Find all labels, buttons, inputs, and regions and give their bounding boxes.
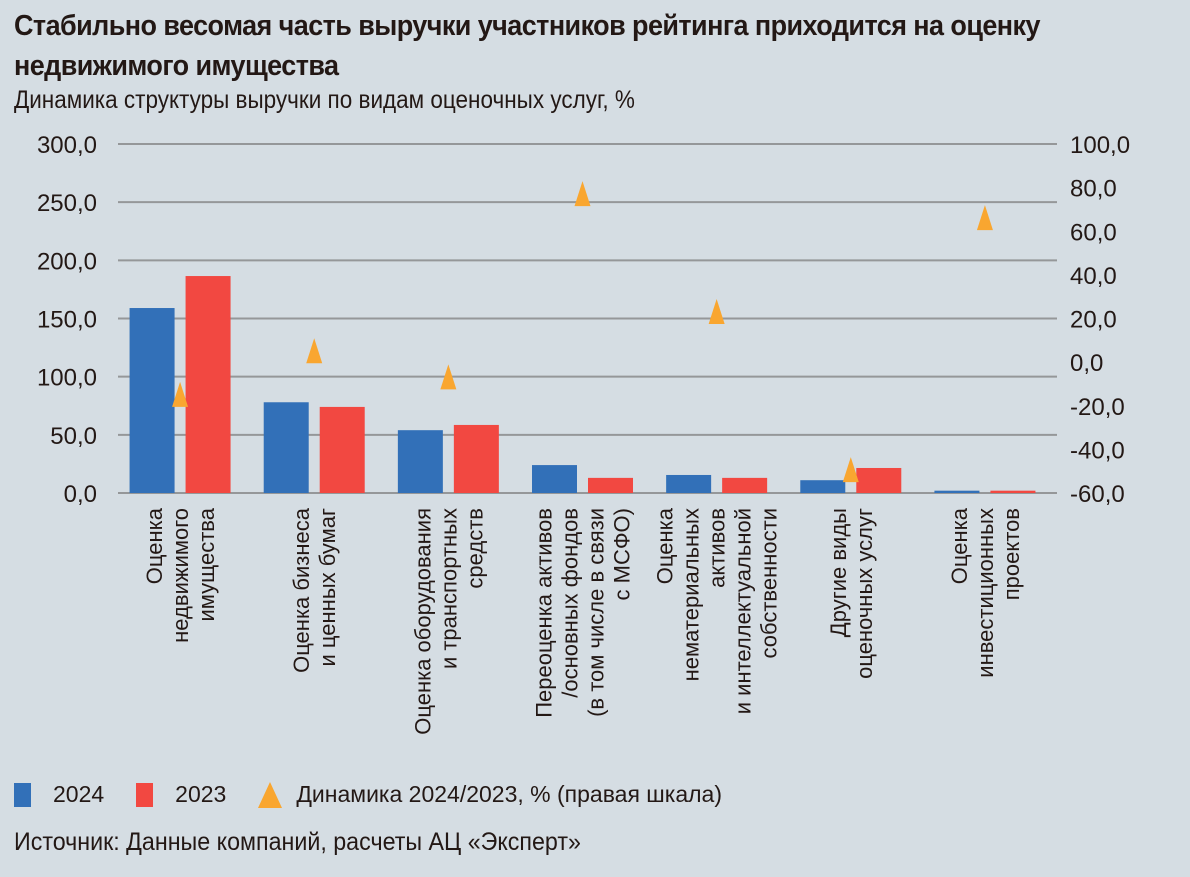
left-axis-tick-label: 200,0 (37, 248, 97, 275)
dynamics-marker (306, 338, 323, 364)
bar-2024 (934, 490, 980, 493)
bar-2023 (185, 276, 231, 493)
left-axis-tick-label: 0,0 (64, 481, 97, 508)
right-axis-tick-label: 80,0 (1070, 176, 1117, 203)
category-label: Оценканематериальныхактивови интеллектуа… (653, 507, 782, 714)
bar-2024 (263, 402, 309, 493)
legend-label-dynamics: Динамика 2024/2023, % (правая шкала) (296, 781, 722, 807)
dynamics-marker (172, 381, 189, 407)
bar-2024 (532, 465, 577, 493)
bar-2024 (800, 480, 846, 493)
legend-triangle-icon (258, 781, 283, 808)
bar-2023 (990, 490, 1036, 493)
right-axis-tick-label: 100,0 (1070, 132, 1130, 159)
right-axis-tick-label: 20,0 (1070, 307, 1117, 334)
legend-swatch-2024 (14, 782, 31, 807)
left-axis-tick-label: 150,0 (37, 307, 97, 334)
bar-2023 (319, 406, 365, 493)
category-label: Переоценка активов/основных фондов(в том… (532, 508, 635, 718)
right-axis-tick-label: 60,0 (1070, 219, 1117, 246)
chart-subtitle: Динамика структуры выручки по видам оцен… (14, 86, 635, 114)
dynamics-marker (976, 205, 993, 231)
bar-2023 (722, 477, 768, 493)
dynamics-marker (574, 181, 591, 207)
bar-2024 (666, 474, 712, 493)
legend-label-2023: 2023 (175, 781, 227, 807)
right-axis-tick-label: -20,0 (1070, 394, 1125, 421)
right-axis-tick-label: -60,0 (1070, 481, 1125, 508)
left-axis-tick-label: 100,0 (37, 365, 97, 392)
chart-title: Стабильно весомая часть выручки участник… (14, 10, 1040, 82)
legend-label-2024: 2024 (53, 781, 105, 807)
category-label: Другие видыоценочных услуг (826, 508, 877, 679)
dynamics-marker (440, 364, 457, 390)
bar-2024 (397, 430, 443, 493)
bar-2023 (856, 467, 902, 493)
dynamics-marker (708, 298, 725, 324)
right-axis-tick-label: -40,0 (1070, 437, 1125, 464)
right-axis-tick-label: 0,0 (1070, 350, 1103, 377)
category-label: Оценканедвижимогоимущества (142, 507, 219, 643)
left-axis-tick-label: 250,0 (37, 190, 97, 217)
legend: 2024 2023 Динамика 2024/2023, % (правая … (14, 781, 754, 808)
dynamics-marker (842, 457, 859, 483)
category-label: Оценка оборудованияи транспортныхсредств (410, 508, 487, 735)
bar-2024 (129, 308, 175, 493)
left-axis-tick-label: 300,0 (37, 132, 97, 159)
right-axis-tick-label: 40,0 (1070, 263, 1117, 290)
category-label: Оценкаинвестиционныхпроектов (947, 507, 1024, 677)
bar-2023 (588, 477, 633, 493)
category-label: Оценка бизнесаи ценных бумаг (289, 507, 340, 673)
legend-swatch-2023 (136, 782, 154, 807)
bar-2023 (453, 424, 499, 493)
left-axis-tick-label: 50,0 (50, 423, 97, 450)
source-note: Источник: Данные компаний, расчеты АЦ «Э… (14, 828, 581, 856)
